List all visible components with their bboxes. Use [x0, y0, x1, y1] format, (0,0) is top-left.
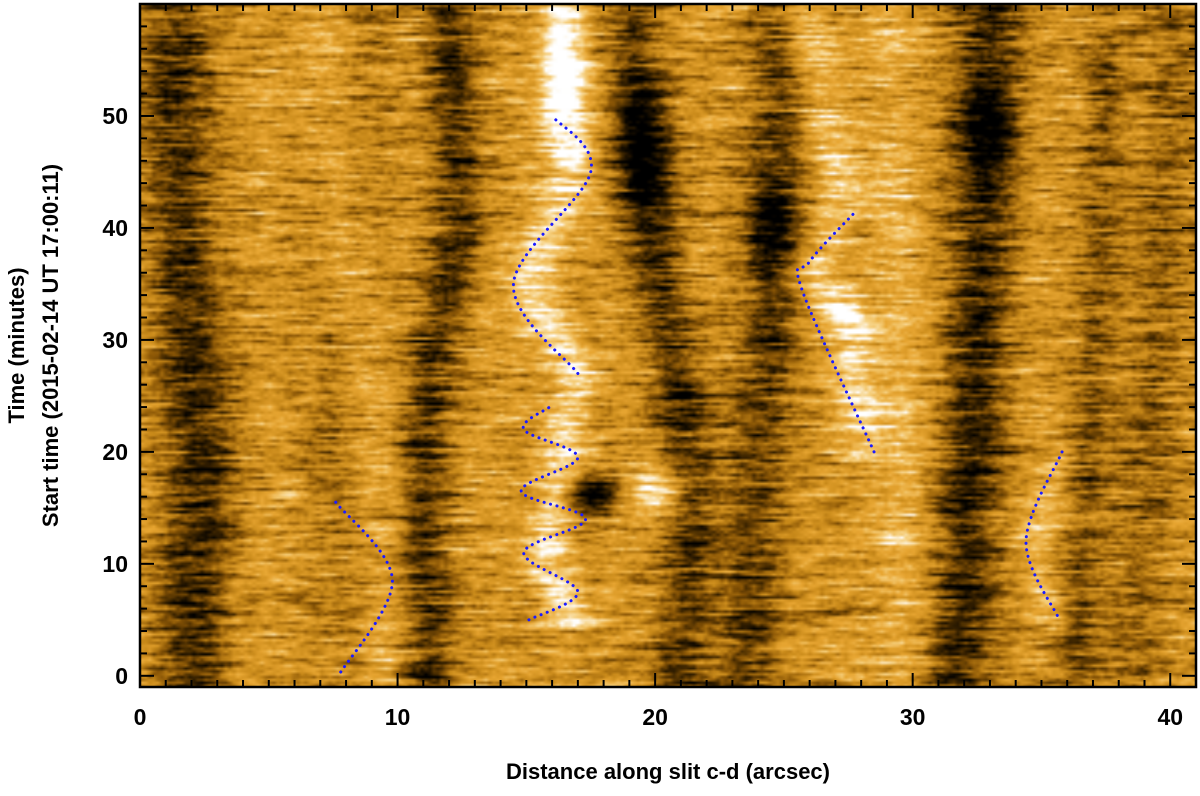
oscillation-trace-4	[519, 405, 588, 622]
plot-frame	[138, 2, 1198, 689]
axis-ticks	[139, 3, 1197, 687]
oscillation-trace-1	[334, 500, 394, 678]
y-axis-title-line2: Start time (2015-02-14 UT 17:00:11)	[38, 164, 63, 527]
x-tick-label: 40	[1157, 704, 1183, 730]
x-tick-label: 0	[134, 704, 147, 730]
y-tick-label: 30	[102, 327, 128, 353]
plot-area	[138, 2, 1198, 689]
y-tick-label: 40	[102, 215, 128, 241]
y-tick-label: 20	[102, 439, 128, 465]
heatmap-image	[140, 4, 1196, 687]
x-tick-labels: 0 10 20 30 40	[134, 704, 1183, 730]
y-tick-label: 0	[115, 663, 128, 689]
y-tick-label: 50	[102, 103, 128, 129]
y-tick-labels: 0 10 20 30 40 50	[102, 103, 128, 689]
x-tick-label: 10	[385, 704, 411, 730]
y-axis-title-line1: Time (minutes)	[4, 267, 29, 423]
x-tick-label: 20	[642, 704, 668, 730]
x-axis-title: Distance along slit c-d (arcsec)	[506, 759, 830, 784]
oscillation-trace-2	[511, 114, 593, 375]
y-tick-label: 10	[102, 551, 128, 577]
x-tick-label: 30	[900, 704, 926, 730]
oscillation-markers	[334, 114, 1064, 678]
